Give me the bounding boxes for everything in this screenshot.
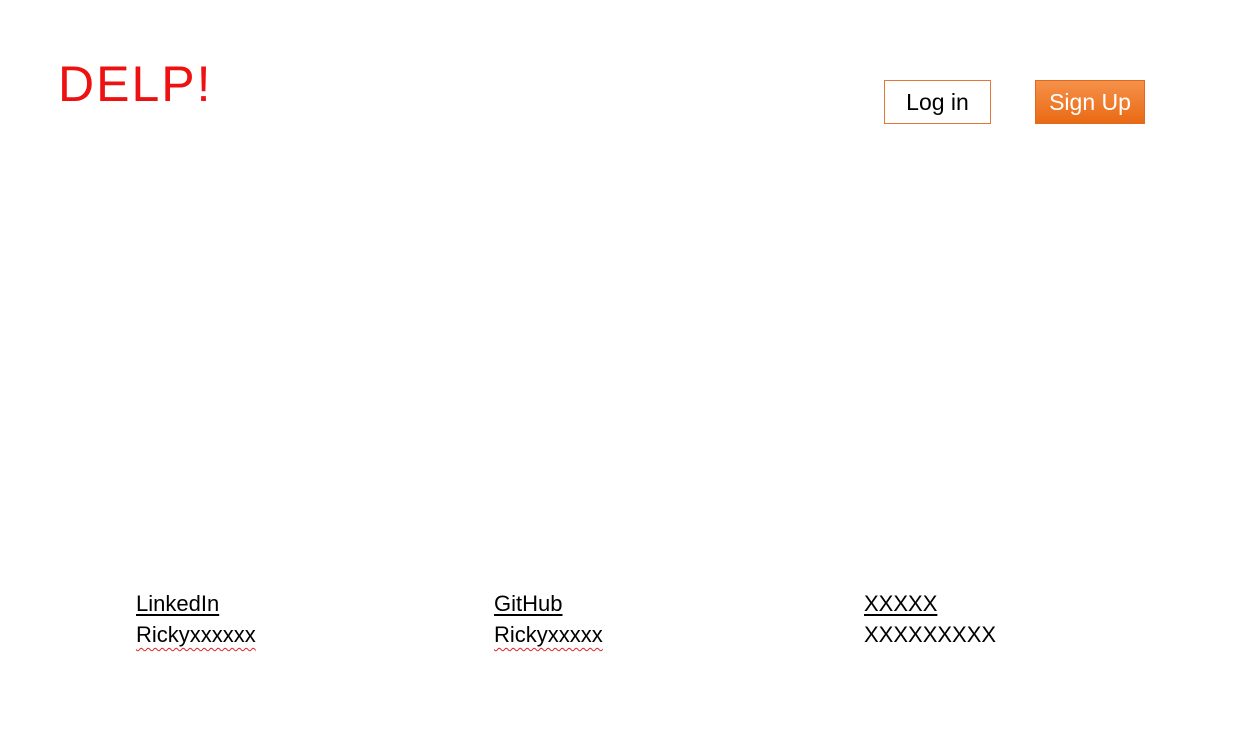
github-handle-text: Rickyxxxxx <box>494 622 603 647</box>
footer-other: XXXXX XXXXXXXXX <box>864 588 996 650</box>
app-logo[interactable]: DELP! <box>58 56 213 112</box>
other-link[interactable]: XXXXX <box>864 591 938 616</box>
linkedin-handle: Rickyxxxxxx <box>136 619 256 650</box>
linkedin-handle-text: Rickyxxxxxx <box>136 622 256 647</box>
linkedin-link[interactable]: LinkedIn <box>136 591 220 616</box>
github-handle: Rickyxxxxx <box>494 619 603 650</box>
footer-github: GitHub Rickyxxxxx <box>494 588 603 650</box>
login-button[interactable]: Log in <box>884 80 991 124</box>
github-link[interactable]: GitHub <box>494 591 563 616</box>
signup-button[interactable]: Sign Up <box>1035 80 1145 124</box>
footer-linkedin: LinkedIn Rickyxxxxxx <box>136 588 256 650</box>
other-handle: XXXXXXXXX <box>864 622 997 647</box>
